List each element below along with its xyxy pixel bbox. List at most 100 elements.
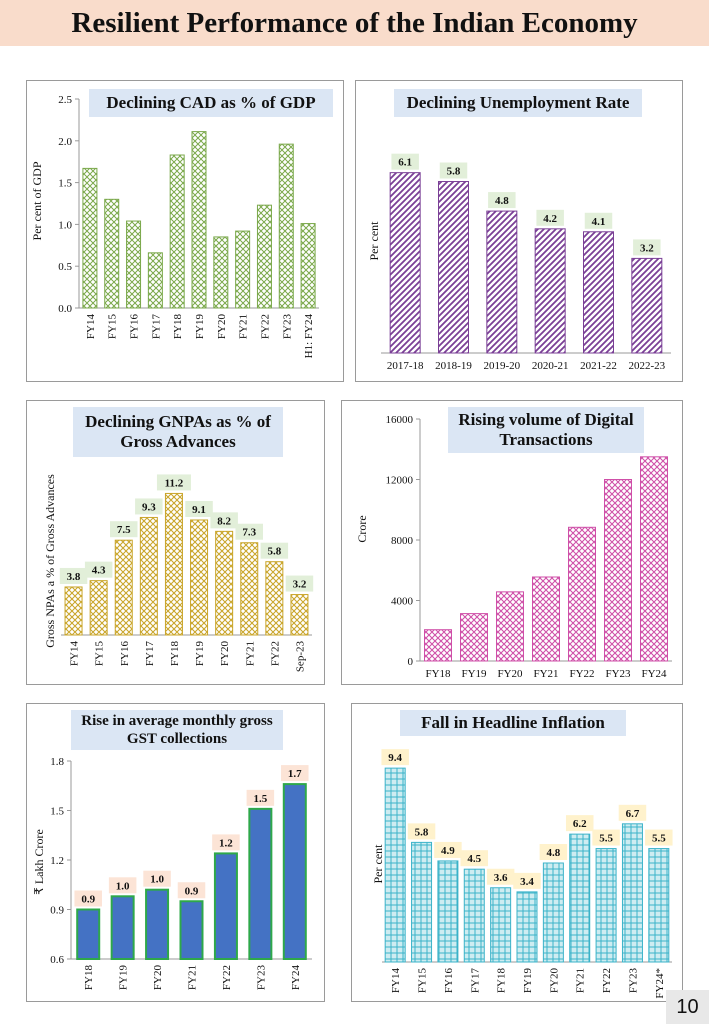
x-tick-label: FY21: [244, 641, 256, 666]
x-tick-label: FY22: [221, 965, 233, 990]
bar: [89, 580, 108, 636]
bar: [164, 492, 183, 636]
data-label: 5.8: [267, 546, 281, 558]
data-label: 5.5: [599, 833, 613, 845]
bar: [104, 198, 120, 309]
x-tick-label: FY17: [150, 314, 162, 340]
y-tick-label: 2.5: [58, 94, 72, 106]
bar: [265, 561, 284, 636]
bar: [126, 220, 142, 309]
x-tick-label: FY19: [461, 668, 487, 680]
bar: [496, 591, 524, 662]
x-tick-label: FY23: [605, 668, 631, 680]
x-tick-label: FY15: [107, 314, 119, 340]
data-label-bg: [59, 567, 88, 584]
data-label: 9.4: [388, 752, 402, 764]
y-axis-title: Crore: [355, 515, 369, 542]
x-tick-label: FY24: [290, 965, 302, 991]
data-label: 3.4: [520, 876, 534, 888]
data-label: 3.6: [494, 872, 508, 884]
y-tick-label: 0.0: [58, 303, 72, 315]
y-tick-label: 1.0: [58, 219, 72, 231]
chart-panel-inflation: Per cent 9.4 FY14 5.8 FY15 4.9 FY16 4.5 FY17 3.6 F…: [351, 703, 683, 1002]
chart-panel-gst: 0.6 0.9 1.2 1.5 1.8 ₹ Lakh Crore 0.9 FY18 1.0 FY1…: [26, 703, 325, 1002]
x-tick-label: FY23: [627, 968, 639, 994]
bar: [256, 204, 272, 309]
data-label: 4.2: [543, 213, 557, 225]
chart-panel-unemployment: Per cent 6.1 2017-18 5.8 2018-19 4.8 2019-20 4.…: [355, 80, 683, 382]
data-label-bg: [592, 829, 620, 846]
x-tick-label: 2022-23: [628, 360, 665, 372]
data-label-bg: [584, 212, 613, 229]
data-label: 4.8: [495, 195, 509, 207]
data-label-bg: [246, 789, 275, 806]
data-label: 1.0: [116, 880, 130, 892]
x-tick-label: FY21: [187, 965, 199, 990]
x-tick-label: FY22: [259, 314, 271, 339]
data-label: 5.8: [447, 166, 461, 178]
data-label: 1.0: [150, 874, 164, 886]
x-tick-label: FY19: [194, 641, 206, 667]
data-label-bg: [513, 872, 541, 889]
bar: [190, 519, 209, 636]
data-label: 9.1: [192, 504, 206, 516]
x-tick-label: FY19: [118, 965, 130, 991]
data-label: 5.8: [415, 826, 429, 838]
bar: [191, 131, 207, 309]
bar: [534, 228, 566, 354]
data-label: 6.2: [573, 818, 587, 830]
data-label: 0.9: [185, 885, 199, 897]
data-label: 8.2: [217, 515, 231, 527]
bar: [169, 154, 185, 309]
bar: [595, 848, 617, 963]
x-tick-label: FY14: [390, 968, 402, 994]
bar: [490, 887, 512, 963]
bar: [215, 530, 234, 636]
data-label-bg: [434, 841, 462, 858]
bar: [486, 210, 518, 354]
data-label: 5.5: [652, 833, 666, 845]
data-label: 11.2: [165, 477, 184, 489]
y-tick-label: 2.0: [58, 136, 72, 148]
bar: [278, 143, 294, 309]
bar: [569, 833, 591, 963]
data-label-bg: [439, 162, 468, 179]
y-tick-label: 1.5: [58, 178, 72, 190]
bar: [110, 895, 135, 961]
bar: [516, 891, 538, 963]
chart-inflation-svg: Per cent 9.4 FY14 5.8 FY15 4.9 FY16 4.5 FY17 3.6 F…: [371, 749, 673, 999]
data-label-bg: [135, 498, 163, 515]
bar: [76, 908, 101, 960]
x-tick-label: FY20: [219, 641, 231, 667]
x-tick-label: FY14: [85, 314, 97, 340]
data-label: 4.9: [441, 845, 455, 857]
chart-title: Declining Unemployment Rate: [394, 89, 642, 117]
x-tick-label: 2018-19: [435, 360, 472, 372]
data-label-bg: [210, 512, 238, 529]
x-tick-label: FY23: [255, 965, 267, 991]
x-tick-label: FY21: [238, 314, 250, 339]
bar: [282, 783, 307, 960]
data-label: 3.2: [640, 242, 654, 254]
bar: [300, 223, 316, 309]
data-label-bg: [235, 523, 263, 540]
y-tick-label: 0.9: [50, 905, 64, 917]
x-tick-label: FY18: [172, 314, 184, 340]
data-label-bg: [633, 239, 661, 256]
chart-gnpa-svg: Gross NPAs a % of Gross Advances 3.8 FY14 4…: [43, 474, 314, 672]
data-label-bg: [185, 500, 213, 517]
data-label-bg: [486, 868, 515, 885]
bar: [213, 852, 238, 960]
bar: [384, 767, 406, 963]
bar: [631, 257, 663, 354]
y-axis-title: Per cent of GDP: [30, 161, 44, 240]
bar: [114, 539, 133, 636]
bar: [542, 862, 564, 963]
bar: [240, 542, 259, 636]
bar: [583, 231, 614, 354]
bar: [604, 479, 632, 662]
y-tick-label: 0.5: [58, 261, 72, 273]
bar: [568, 526, 596, 662]
x-tick-label: FY14: [69, 641, 81, 667]
bar: [213, 236, 229, 309]
